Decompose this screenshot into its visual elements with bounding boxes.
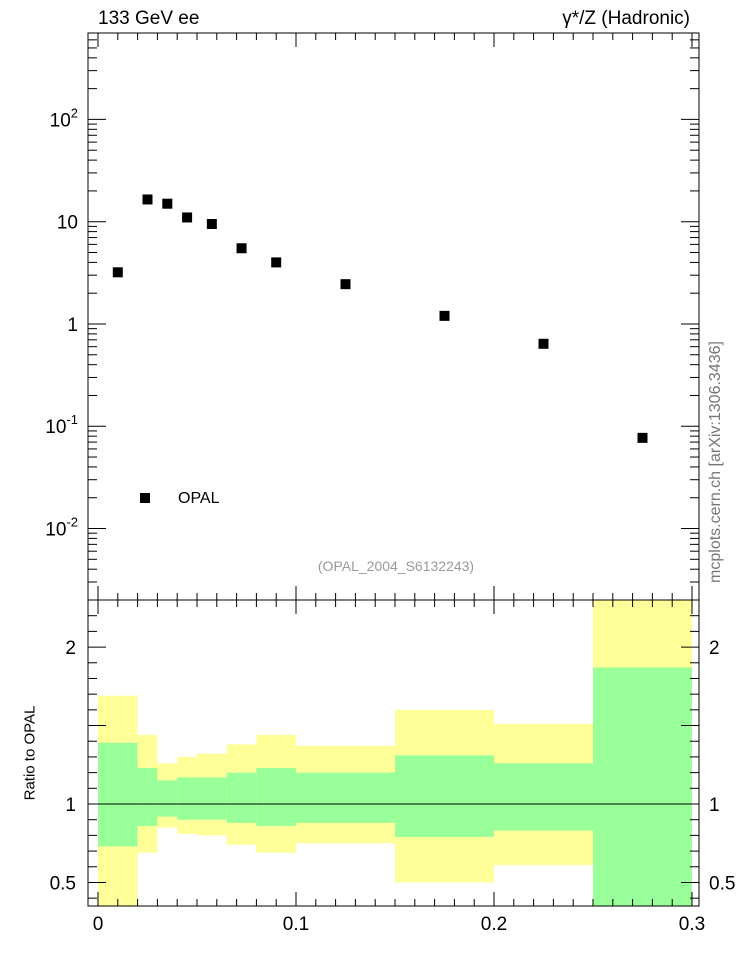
header-right-title: γ*/Z (Hadronic) [562, 8, 690, 29]
ratio-x-tick-label: 0 [93, 914, 104, 935]
ratio-band-inner-6 [256, 767, 296, 826]
ratio-x-tick-label: 0.2 [481, 914, 507, 935]
main-data-markers [112, 194, 648, 443]
ratio-plot-frame [87, 599, 700, 907]
data-marker [142, 194, 153, 205]
ratio-band-inner-1 [137, 767, 158, 826]
reference-analysis-label: (OPAL_2004_S6132243) [317, 558, 475, 574]
axis-ticks [88, 32, 699, 906]
data-marker [439, 310, 450, 321]
ratio-bands [98, 600, 692, 906]
ratio-x-tick-label: 0.1 [283, 914, 309, 935]
data-marker [271, 257, 282, 268]
ratio-band-inner-2 [157, 780, 178, 817]
ratio-y-tick-label-right: 2 [709, 638, 720, 659]
header-left-title: 133 GeV ee [98, 8, 200, 29]
ratio-band-inner-5 [226, 772, 257, 823]
side-watermark-label: mcplots.cern.ch [arXiv:1306.3436] [707, 341, 724, 583]
legend-marker [140, 493, 150, 503]
ratio-y-tick-label: 2 [65, 638, 76, 659]
data-marker [637, 432, 648, 443]
ratio-y-tick-label: 1 [65, 795, 76, 816]
data-marker [162, 198, 173, 209]
main-plot-frame [87, 32, 700, 601]
ratio-band-inner-0 [98, 742, 138, 847]
main-y-tick-label: 10-1 [45, 412, 78, 438]
ratio-y-axis-label: Ratio to OPAL [21, 705, 39, 801]
data-marker [538, 338, 549, 349]
ratio-y-tick-label-right: 0.5 [709, 873, 735, 894]
ratio-x-tick-label: 0.3 [679, 914, 705, 935]
data-marker [182, 212, 193, 223]
ratio-band-inner-7 [296, 772, 395, 823]
axis-tick-labels: 10-2 10-1 1 10 102 0.5 0.5 1 1 2 2 0 0.1 0.2 0.3 [45, 105, 735, 935]
main-y-tick-label: 102 [50, 105, 78, 131]
ratio-band-inner-3 [177, 777, 197, 820]
data-marker [112, 267, 123, 278]
ratio-band-inner-9 [494, 763, 593, 831]
ratio-y-tick-label-right: 1 [709, 795, 720, 816]
main-y-tick-label: 1 [67, 315, 78, 336]
ratio-band-inner-10 [593, 667, 692, 906]
ratio-y-tick-label: 0.5 [50, 873, 76, 894]
data-marker [340, 279, 351, 290]
ratio-band-inner-8 [395, 755, 494, 837]
data-marker [236, 243, 247, 254]
data-marker [206, 218, 217, 229]
main-y-tick-label: 10-2 [45, 515, 78, 541]
ratio-band-inner-4 [197, 777, 227, 820]
main-y-tick-label: 10 [57, 213, 78, 234]
legend-label: OPAL [178, 490, 220, 507]
